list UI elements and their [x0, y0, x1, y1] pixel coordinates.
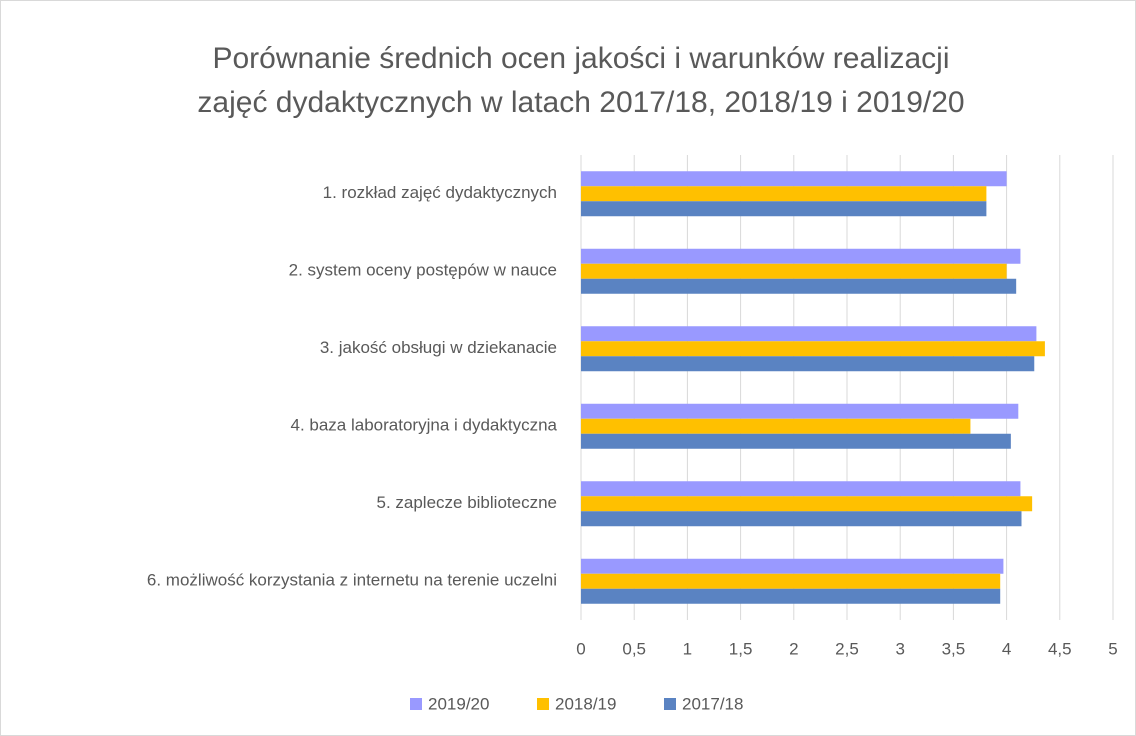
legend-swatch [664, 698, 676, 710]
bar [581, 278, 1017, 294]
bar [581, 573, 1001, 589]
y-tick-label: 1. rozkład zajęć dydaktycznych [323, 183, 557, 202]
legend-swatch [410, 698, 422, 710]
y-tick-label: 2. system oceny postępów w nauce [289, 261, 557, 280]
y-tick-label: 6. możliwość korzystania z internetu na … [147, 571, 557, 590]
x-tick-label: 3 [895, 639, 904, 658]
y-tick-label: 4. baza laboratoryjna i dydaktyczna [291, 416, 558, 435]
x-tick-label: 1 [683, 639, 692, 658]
x-tick-label: 2,5 [835, 639, 859, 658]
legend-label: 2018/19 [555, 694, 616, 713]
x-tick-label: 3,5 [942, 639, 966, 658]
bar [581, 511, 1022, 527]
bar [581, 326, 1037, 342]
bar [581, 418, 971, 434]
bar [581, 588, 1001, 604]
x-tick-label: 4,5 [1048, 639, 1072, 658]
y-tick-label: 5. zaplecze biblioteczne [376, 493, 557, 512]
bar [581, 186, 987, 202]
bar [581, 403, 1019, 419]
chart-title: Porównanie średnich ocen jakości i warun… [212, 42, 949, 75]
x-tick-label: 5 [1108, 639, 1117, 658]
bar [581, 496, 1033, 512]
x-tick-label: 1,5 [729, 639, 753, 658]
bar [581, 341, 1045, 357]
bar [581, 356, 1035, 372]
legend-swatch [537, 698, 549, 710]
bar [581, 201, 987, 217]
legend-label: 2019/20 [428, 694, 489, 713]
bar [581, 558, 1004, 574]
bar [581, 481, 1021, 497]
legend-label: 2017/18 [682, 694, 743, 713]
x-tick-label: 0 [576, 639, 585, 658]
bar [581, 248, 1021, 264]
x-tick-label: 0,5 [622, 639, 646, 658]
bar [581, 433, 1011, 449]
chart-title: zajęć dydaktycznych w latach 2017/18, 20… [197, 86, 964, 119]
y-tick-label: 3. jakość obsługi w dziekanacie [320, 338, 557, 357]
bar [581, 263, 1007, 279]
x-tick-label: 4 [1002, 639, 1011, 658]
x-tick-label: 2 [789, 639, 798, 658]
bar [581, 171, 1007, 187]
